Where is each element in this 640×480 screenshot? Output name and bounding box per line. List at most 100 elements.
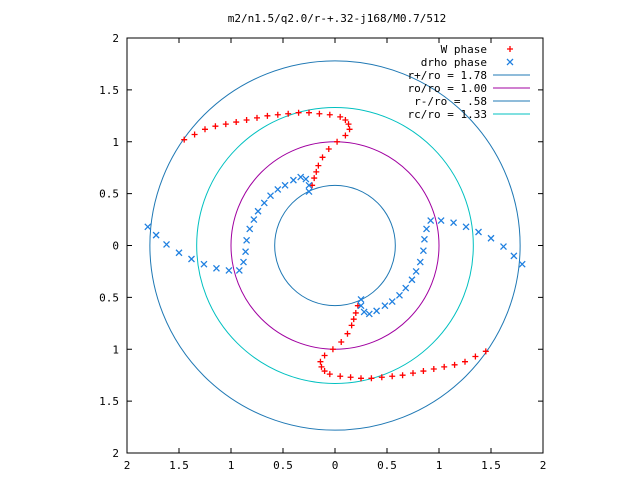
x-tick-label-4: 0 bbox=[332, 459, 339, 472]
series-1-point-5 bbox=[200, 260, 208, 268]
series-0-point-11 bbox=[295, 109, 302, 116]
series-1-point-29 bbox=[462, 223, 470, 231]
series-1-point-12 bbox=[246, 225, 254, 233]
series-0-point-44 bbox=[318, 363, 325, 370]
y-tick-label-5: 0.5 bbox=[99, 188, 119, 201]
series-1-point-27 bbox=[487, 234, 495, 242]
legend-marker-series-1 bbox=[506, 58, 514, 66]
series-0-point-35 bbox=[399, 372, 406, 379]
series-1-point-13 bbox=[250, 216, 258, 224]
series-1-point-36 bbox=[416, 258, 424, 266]
series-0-point-1 bbox=[191, 131, 198, 138]
x-tick-label-8: 2 bbox=[540, 459, 547, 472]
series-0-point-0 bbox=[181, 136, 188, 143]
series-0-point-2 bbox=[202, 126, 208, 133]
series-0-point-24 bbox=[313, 168, 320, 175]
series-0-point-21 bbox=[325, 146, 332, 153]
series-0-point-16 bbox=[342, 116, 349, 123]
circle-2 bbox=[274, 184, 396, 307]
series-0-point-19 bbox=[342, 132, 349, 139]
series-1-point-25 bbox=[510, 252, 518, 260]
series-1-point-19 bbox=[289, 176, 297, 184]
series-0-point-6 bbox=[243, 116, 250, 123]
series-1-point-20 bbox=[297, 173, 305, 181]
chart-title: m2/n1.5/q2.0/r-+.32-j168/M0.7/512 bbox=[228, 12, 447, 25]
y-tick-label-1: 1.5 bbox=[99, 395, 119, 408]
series-1-point-39 bbox=[402, 284, 410, 292]
series-0-point-34 bbox=[410, 370, 416, 377]
circle-3 bbox=[196, 107, 474, 384]
series-0-point-46 bbox=[321, 352, 328, 359]
series-0-point-20 bbox=[334, 138, 341, 145]
series-0-point-28 bbox=[472, 353, 479, 360]
series-0-point-39 bbox=[358, 375, 364, 382]
series-1-point-14 bbox=[254, 207, 262, 215]
series-0-point-22 bbox=[319, 154, 326, 161]
series-1-point-15 bbox=[260, 199, 268, 207]
series-0-point-8 bbox=[264, 112, 271, 119]
series-0-point-36 bbox=[389, 373, 396, 380]
series-0-point-12 bbox=[306, 109, 312, 116]
series-1-point-34 bbox=[420, 235, 428, 243]
series-1-point-44 bbox=[365, 310, 373, 318]
y-tick-label-2: 1 bbox=[112, 343, 119, 356]
x-tick-label-1: 1.5 bbox=[169, 459, 189, 472]
series-1-point-17 bbox=[274, 186, 282, 193]
series-0-point-43 bbox=[321, 368, 328, 375]
series-1-point-6 bbox=[212, 264, 220, 272]
series-0-point-47 bbox=[329, 346, 336, 353]
series-0-point-9 bbox=[274, 111, 281, 118]
series-0-point-26 bbox=[309, 182, 316, 189]
series-0-point-15 bbox=[337, 113, 344, 120]
series-0-point-18 bbox=[346, 126, 353, 133]
series-1-point-38 bbox=[408, 276, 416, 284]
series-0-point-5 bbox=[233, 119, 240, 126]
series-0-point-32 bbox=[430, 365, 437, 372]
series-1-point-18 bbox=[281, 181, 289, 189]
series-0-point-13 bbox=[316, 110, 323, 117]
series-0-point-49 bbox=[344, 330, 351, 337]
series-0-point-17 bbox=[345, 121, 352, 128]
x-tick-label-2: 1 bbox=[228, 459, 235, 472]
series-1-point-42 bbox=[381, 302, 389, 310]
series-0-point-10 bbox=[285, 110, 292, 117]
circle-1 bbox=[230, 141, 440, 350]
series-0-point-53 bbox=[354, 302, 361, 309]
series-0-point-4 bbox=[222, 121, 229, 128]
series-1-point-32 bbox=[427, 217, 435, 225]
data-points bbox=[144, 109, 526, 382]
y-tick-label-7: 1.5 bbox=[99, 84, 119, 97]
legend-label-series-1: drho phase bbox=[421, 56, 487, 69]
circle-0 bbox=[149, 60, 521, 431]
series-1-point-1 bbox=[152, 231, 160, 239]
series-0-point-23 bbox=[315, 162, 322, 169]
x-tick-label-7: 1.5 bbox=[481, 459, 501, 472]
series-0-point-52 bbox=[352, 309, 359, 316]
series-1-point-3 bbox=[175, 249, 183, 257]
series-1-point-22 bbox=[305, 181, 313, 189]
series-1-point-40 bbox=[396, 291, 403, 299]
series-1-point-21 bbox=[302, 175, 310, 183]
series-1-point-47 bbox=[357, 295, 365, 303]
series-1-point-41 bbox=[388, 298, 396, 305]
series-0-point-7 bbox=[254, 114, 260, 121]
series-1-point-45 bbox=[360, 308, 368, 316]
series-0-point-25 bbox=[311, 175, 318, 182]
y-tick-label-6: 1 bbox=[112, 136, 119, 149]
series-0-point-45 bbox=[317, 358, 324, 365]
series-1-point-24 bbox=[518, 260, 526, 268]
y-tick-label-8: 2 bbox=[112, 32, 119, 45]
series-0-point-29 bbox=[462, 358, 468, 365]
series-1-point-35 bbox=[419, 247, 427, 255]
series-1-point-8 bbox=[235, 266, 243, 274]
x-tick-labels: 2 1.5 1 0.5 0 0.5 1 1.5 2 bbox=[124, 459, 547, 472]
series-1-point-2 bbox=[163, 241, 170, 248]
axis-ticks bbox=[126, 37, 544, 454]
series-0-point-38 bbox=[368, 375, 375, 382]
series-0-point-41 bbox=[337, 373, 344, 380]
x-tick-label-3: 0.5 bbox=[273, 459, 293, 472]
legend-marker-series-0 bbox=[507, 46, 513, 52]
series-0-point-42 bbox=[326, 371, 333, 378]
series-1-point-11 bbox=[243, 236, 251, 244]
